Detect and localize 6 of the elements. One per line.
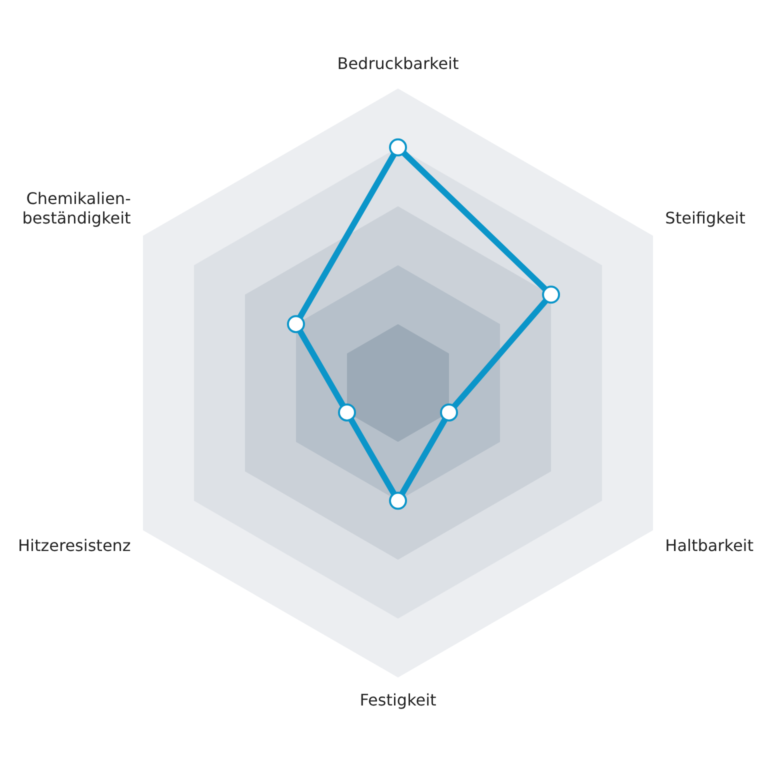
spoke-label: Chemikalien-beständigkeit: [22, 189, 131, 228]
spoke-label: Festigkeit: [360, 690, 436, 710]
spoke-label: Haltbarkeit: [665, 536, 754, 556]
spoke-label: Hitzeresistenz: [18, 536, 131, 556]
spoke-label: Steifigkeit: [665, 208, 746, 228]
spoke-label: Bedruckbarkeit: [337, 54, 459, 74]
